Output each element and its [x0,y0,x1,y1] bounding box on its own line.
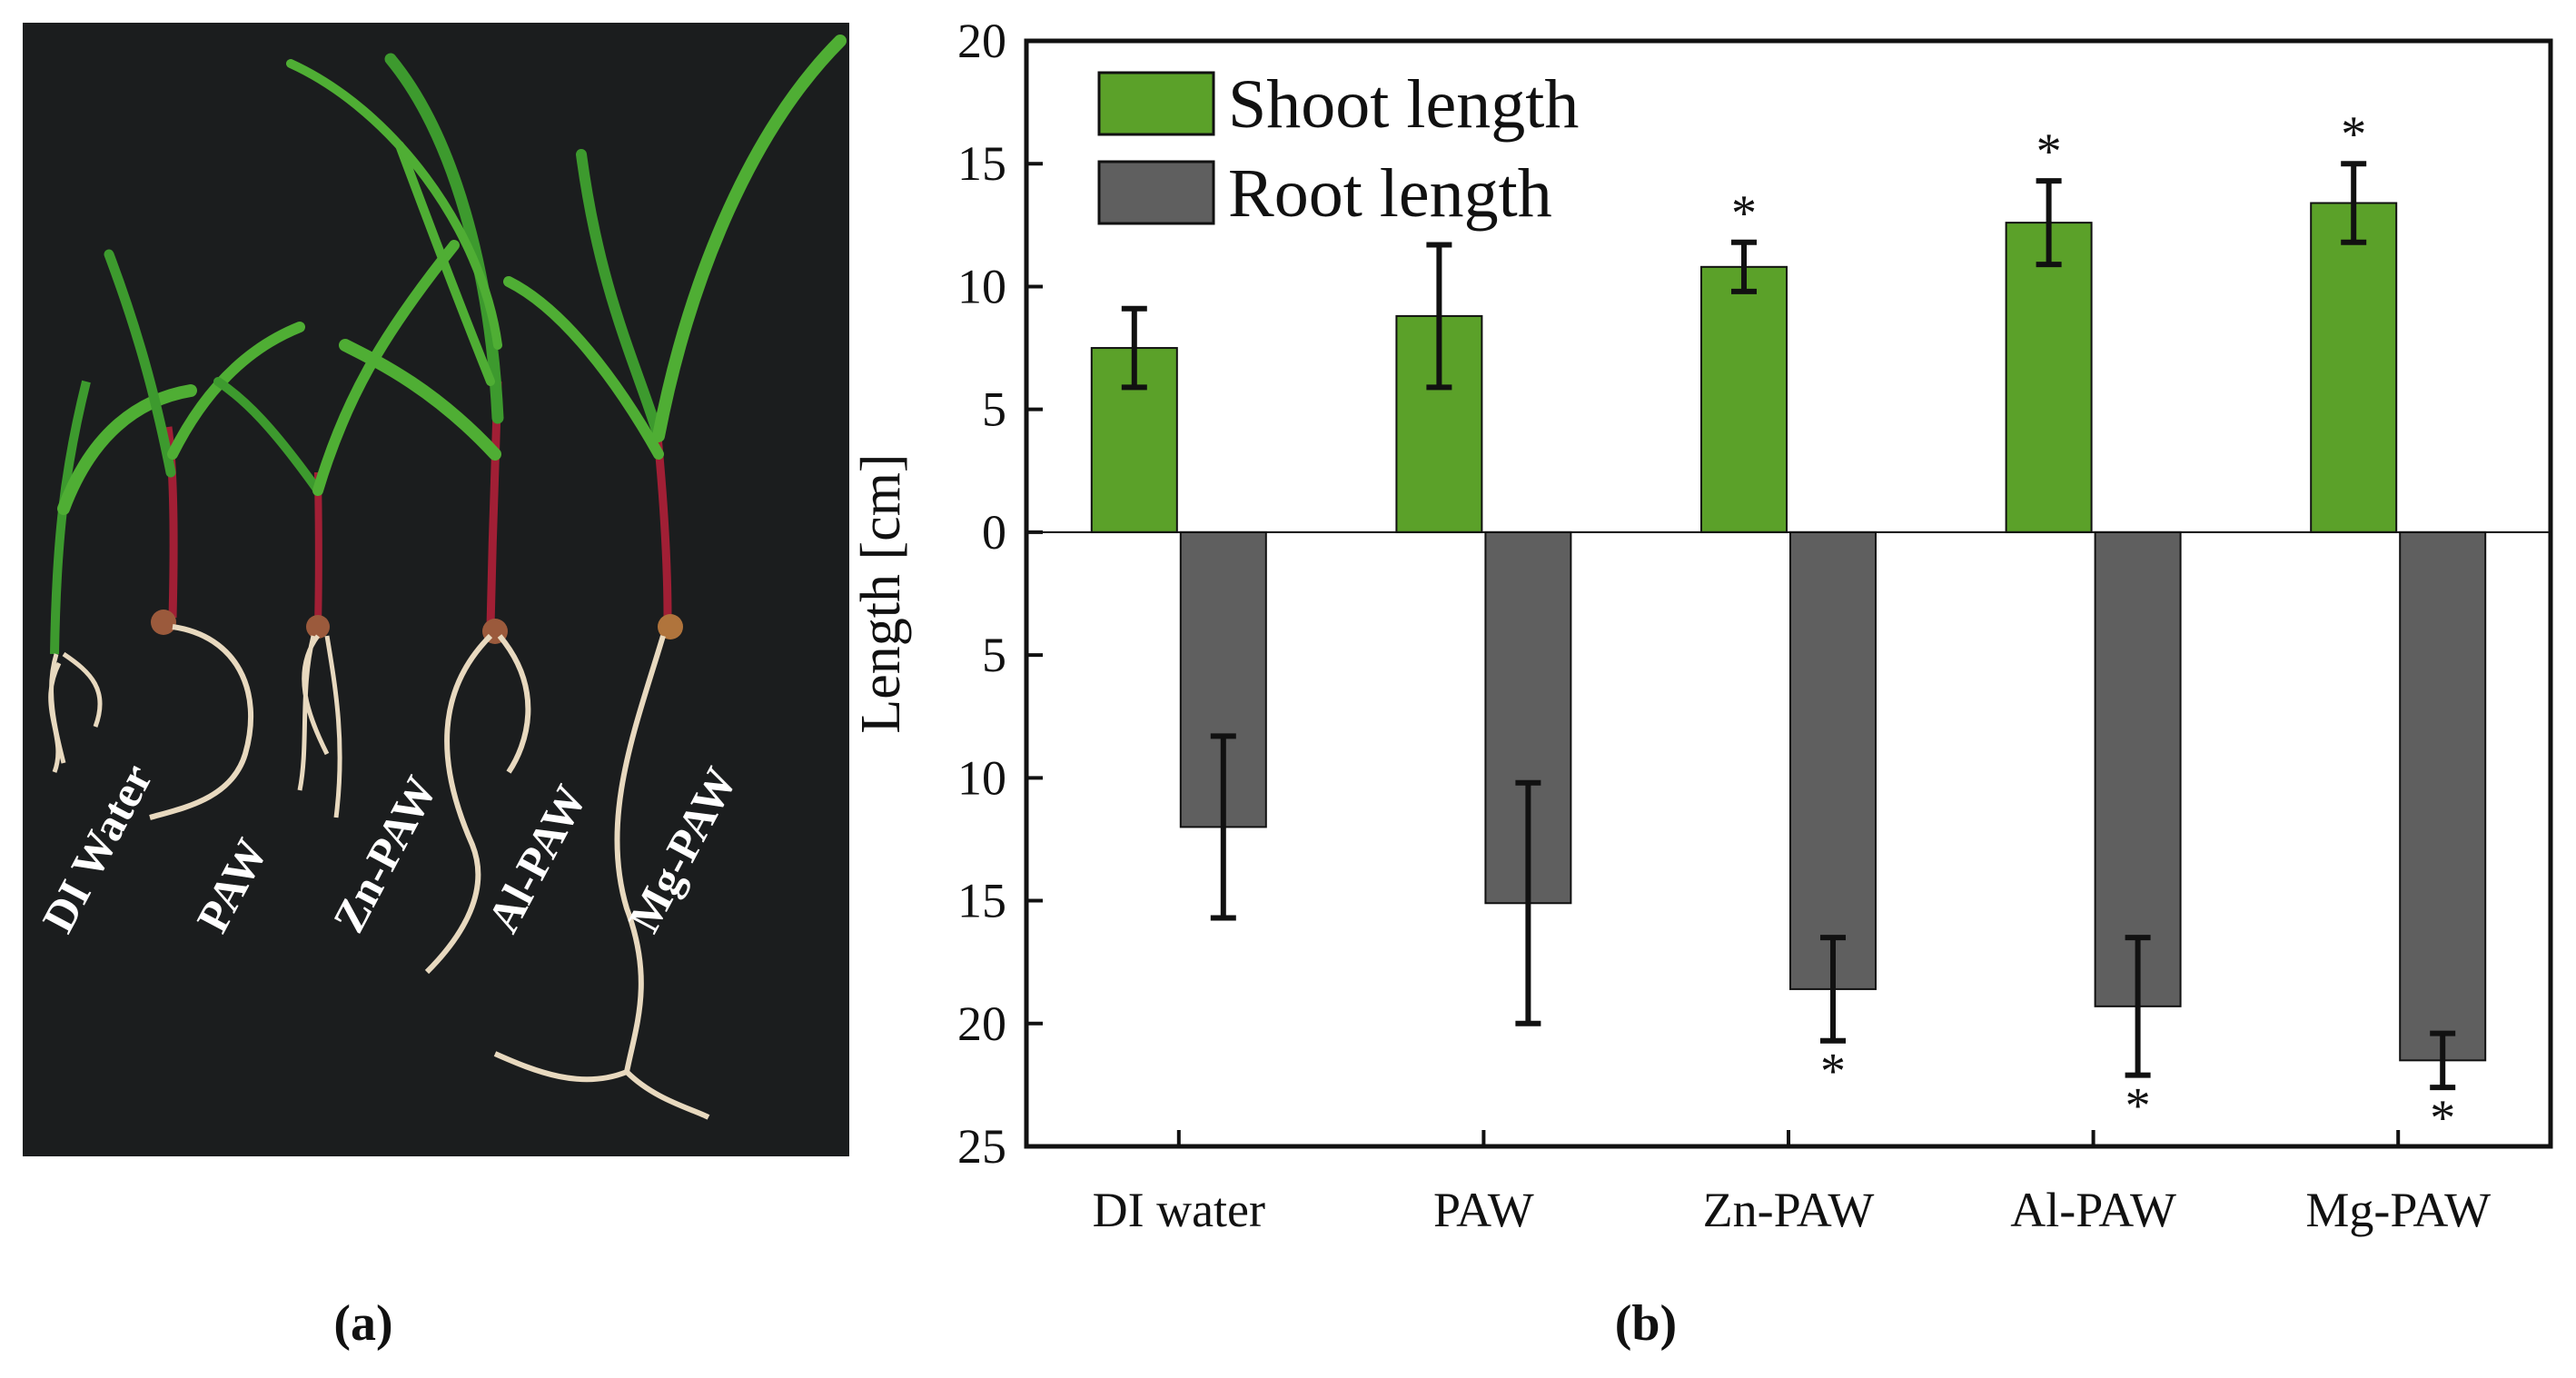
root-bar [1789,530,1877,990]
seedlings-photo: DI Water PAW Zn-PAW Al-PAW Mg-PAW [23,23,849,1156]
legend-swatch-root [1097,160,1215,225]
chart-significance-markers: * * * * * * [1731,106,2455,1146]
x-tick-label: Al-PAW [2010,1183,2176,1237]
y-axis-ticks: 20 15 10 5 0 5 10 15 20 25 [957,14,1043,1174]
seedling-4 [286,53,531,975]
chart-bars [1090,202,2487,1062]
seedling-2 [104,249,305,820]
panel-label-a: (a) [333,1295,392,1352]
root-bar [2094,530,2182,1007]
root-significance-star: * [2125,1078,2151,1135]
y-tick-label: 5 [982,382,1006,437]
x-tick-label: DI water [1093,1183,1265,1237]
x-tick-label: PAW [1433,1183,1534,1237]
y-axis-label: Length [cm] [850,453,912,733]
y-tick-label: 15 [957,136,1006,191]
seedling-5 [493,35,847,1120]
y-tick-label: 0 [982,505,1006,560]
shoot-significance-star: * [2036,124,2062,180]
root-significance-star: * [1820,1044,1846,1100]
shoot-bar [2310,202,2398,533]
shoot-significance-star: * [2341,106,2366,163]
shoot-bar [1700,265,1788,533]
x-axis-ticks: DI water PAW Zn-PAW Al-PAW Mg-PAW [1093,1130,2491,1237]
photo-shade [23,23,849,1156]
legend: Shoot length Root length [1097,66,1579,232]
y-tick-label: 10 [957,259,1006,313]
photo-background [23,23,849,1156]
legend-label-shoot: Shoot length [1228,66,1579,143]
y-tick-label: 25 [957,1119,1006,1174]
root-bar [2399,530,2487,1062]
seedling-3 [213,240,460,818]
shoot-bar [1090,347,1178,533]
y-tick-label: 20 [957,996,1006,1051]
seedling-1 [48,380,197,773]
x-tick-label: Zn-PAW [1703,1183,1875,1237]
y-tick-label: 20 [957,14,1006,68]
bar-chart: * * * * * * 20 15 10 5 0 5 10 15 20 25 DI water PAW Zn-P… [850,14,2553,1237]
y-tick-label: 5 [982,628,1006,682]
legend-swatch-shoot [1097,71,1215,136]
x-tick-label: Mg-PAW [2305,1183,2491,1237]
y-tick-label: 15 [957,874,1006,928]
panel-label-b: (b) [1615,1295,1677,1352]
chart-error-bars [1121,161,2456,1091]
shoot-significance-star: * [1731,185,1757,242]
y-tick-label: 10 [957,750,1006,805]
root-significance-star: * [2430,1090,2455,1146]
shoot-bar [2005,222,2093,533]
legend-label-root: Root length [1228,155,1552,232]
